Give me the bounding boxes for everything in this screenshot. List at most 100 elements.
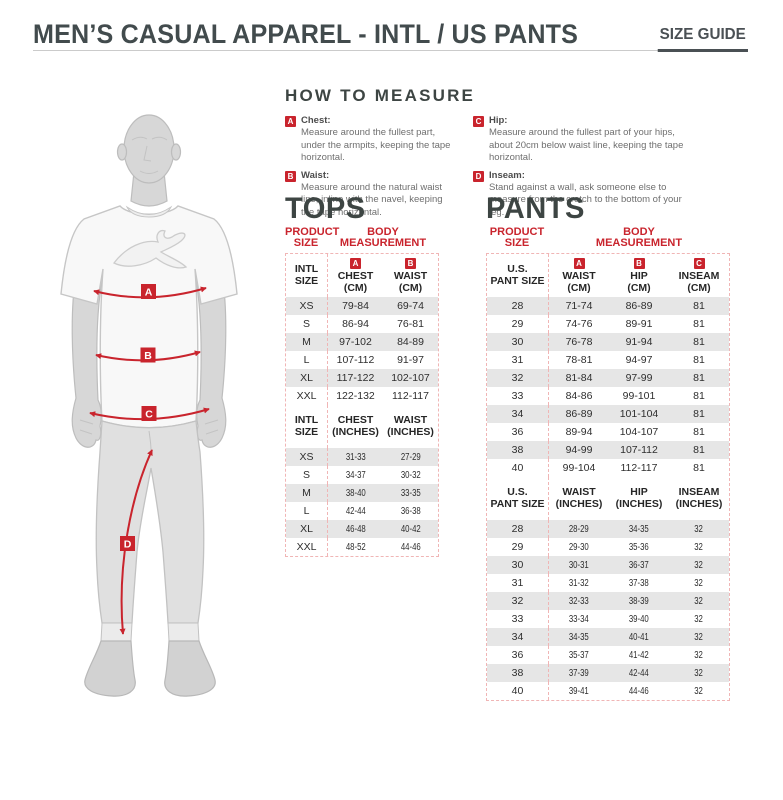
measure-item-text: Measure around the fullest part of your … bbox=[489, 127, 684, 164]
measurement-column-header: C INSEAM (CM) bbox=[669, 254, 729, 297]
table-row: 28 28-29 34-35 32 bbox=[487, 520, 729, 539]
tops-title: TOPS bbox=[285, 192, 366, 225]
size-cell: 29 bbox=[487, 315, 549, 334]
value-cell: 42-44 bbox=[609, 664, 669, 682]
value-cell: 44-46 bbox=[383, 538, 438, 556]
table-row: L 42-44 36-38 bbox=[286, 502, 438, 521]
value-cell: 32 bbox=[669, 682, 729, 700]
measure-column-left: A Chest: Measure around the fullest part, … bbox=[285, 115, 457, 224]
cell-value: 44-46 bbox=[400, 541, 421, 553]
hip-marker-badge bbox=[141, 406, 157, 421]
table-row: M 97-102 84-89 bbox=[286, 333, 438, 352]
value-cell: 78-81 bbox=[549, 351, 609, 369]
value-cell: 81 bbox=[669, 441, 729, 459]
measure-item: B Waist: Measure around the natural waist … bbox=[285, 170, 457, 220]
cell-value: 78-81 bbox=[565, 354, 593, 367]
value-cell: 39-40 bbox=[609, 610, 669, 628]
cell-value: 44-46 bbox=[629, 685, 649, 697]
cell-value: 101-104 bbox=[619, 408, 659, 421]
value-cell: 32 bbox=[669, 646, 729, 664]
value-cell: 84-86 bbox=[549, 387, 609, 405]
measurement-column-header: HIP (INCHES) bbox=[609, 477, 669, 520]
size-value: 28 bbox=[511, 523, 524, 536]
size-cell: 34 bbox=[487, 628, 549, 647]
measurement-column-header: B WAIST (CM) bbox=[383, 254, 438, 297]
value-cell: 31-33 bbox=[328, 448, 383, 466]
size-cell: L bbox=[286, 502, 328, 521]
size-cell: S bbox=[286, 466, 328, 485]
size-value: 38 bbox=[511, 667, 524, 680]
table-row: XS 79-84 69-74 bbox=[286, 297, 438, 316]
pants-size-table: U.S. PANT SIZE A WAIST (CM) B HIP (CM) C INSEA… bbox=[486, 253, 730, 702]
value-cell: 32 bbox=[669, 628, 729, 646]
value-cell: 35-36 bbox=[609, 538, 669, 556]
measure-letter-badge: B bbox=[285, 170, 296, 182]
table-header-row: U.S. PANT SIZE A WAIST (CM) B HIP (CM) C INSEA… bbox=[487, 254, 729, 298]
size-cell: XXL bbox=[286, 387, 328, 406]
table-header-row: INTL SIZE A CHEST (CM) B WAIST (CM) bbox=[286, 254, 438, 298]
value-cell: 32 bbox=[669, 520, 729, 538]
value-cell: 112-117 bbox=[383, 387, 438, 405]
value-cell: 32 bbox=[669, 592, 729, 610]
pants-table-labels: PRODUCT SIZE BODY MEASUREMENT bbox=[486, 226, 730, 251]
measurement-column-header: INSEAM (INCHES) bbox=[669, 477, 729, 520]
cell-value: 35-36 bbox=[629, 541, 649, 553]
value-cell: 94-99 bbox=[549, 441, 609, 459]
value-cell: 38-40 bbox=[328, 484, 383, 502]
measure-letter-badge: A bbox=[573, 258, 585, 269]
cell-value: 69-74 bbox=[397, 300, 424, 313]
size-value: L bbox=[303, 505, 310, 518]
cell-value: 32 bbox=[694, 559, 704, 571]
size-cell: 36 bbox=[487, 423, 549, 442]
value-cell: 40-42 bbox=[383, 520, 438, 538]
cell-value: 42-44 bbox=[345, 505, 366, 517]
measure-item: D Inseam: Stand against a wall, ask someon… bbox=[473, 170, 688, 220]
size-header-label: U.S. PANT SIZE bbox=[490, 263, 545, 287]
size-value: 36 bbox=[511, 426, 524, 439]
cell-value: 39-41 bbox=[569, 685, 589, 697]
value-cell: 35-37 bbox=[549, 646, 609, 664]
table-header-row: INTL SIZE CHEST (INCHES) WAIST (INCHES) bbox=[286, 405, 438, 449]
size-guide-tab[interactable]: SIZE GUIDE bbox=[658, 26, 748, 52]
cell-value: 86-89 bbox=[625, 300, 653, 313]
value-cell: 81 bbox=[669, 333, 729, 351]
size-value: 32 bbox=[511, 595, 524, 608]
cell-value: 29-30 bbox=[569, 541, 589, 553]
size-value: 30 bbox=[511, 336, 524, 349]
size-cell: 34 bbox=[487, 405, 549, 424]
size-cell: XL bbox=[286, 520, 328, 539]
cell-value: 32 bbox=[694, 631, 704, 643]
value-cell: 69-74 bbox=[383, 297, 438, 315]
table-row: L 107-112 91-97 bbox=[286, 351, 438, 370]
size-cell: 38 bbox=[487, 441, 549, 460]
size-value: 30 bbox=[511, 559, 524, 572]
cell-value: 86-89 bbox=[565, 408, 593, 421]
measure-item-body: Waist: Measure around the natural waist l… bbox=[301, 170, 457, 220]
cell-value: 86-94 bbox=[342, 318, 369, 331]
size-value: 34 bbox=[511, 408, 524, 421]
value-cell: 99-101 bbox=[609, 387, 669, 405]
cell-value: 84-86 bbox=[565, 390, 593, 403]
size-value: 31 bbox=[511, 577, 524, 590]
value-cell: 81 bbox=[669, 387, 729, 405]
shirt-logo bbox=[113, 229, 188, 269]
column-header-label: CHEST (INCHES) bbox=[332, 414, 379, 438]
size-value: XL bbox=[300, 523, 313, 536]
size-value: XXL bbox=[296, 390, 317, 403]
table-row: 28 71-74 86-89 81 bbox=[487, 297, 729, 316]
value-cell: 86-89 bbox=[549, 405, 609, 423]
value-cell: 32-33 bbox=[549, 592, 609, 610]
size-value: 33 bbox=[511, 390, 524, 403]
size-cell: M bbox=[286, 333, 328, 352]
size-column-header: U.S. PANT SIZE bbox=[487, 254, 549, 298]
cell-value: 32 bbox=[694, 577, 704, 589]
cell-value: 30-32 bbox=[400, 469, 421, 481]
size-value: M bbox=[302, 487, 311, 500]
column-header-label: WAIST (CM) bbox=[393, 270, 428, 294]
table-row: 29 29-30 35-36 32 bbox=[487, 538, 729, 557]
cell-value: 32 bbox=[694, 649, 704, 661]
size-cell: L bbox=[286, 351, 328, 370]
cell-value: 32 bbox=[694, 685, 704, 697]
cell-value: 97-99 bbox=[625, 372, 653, 385]
